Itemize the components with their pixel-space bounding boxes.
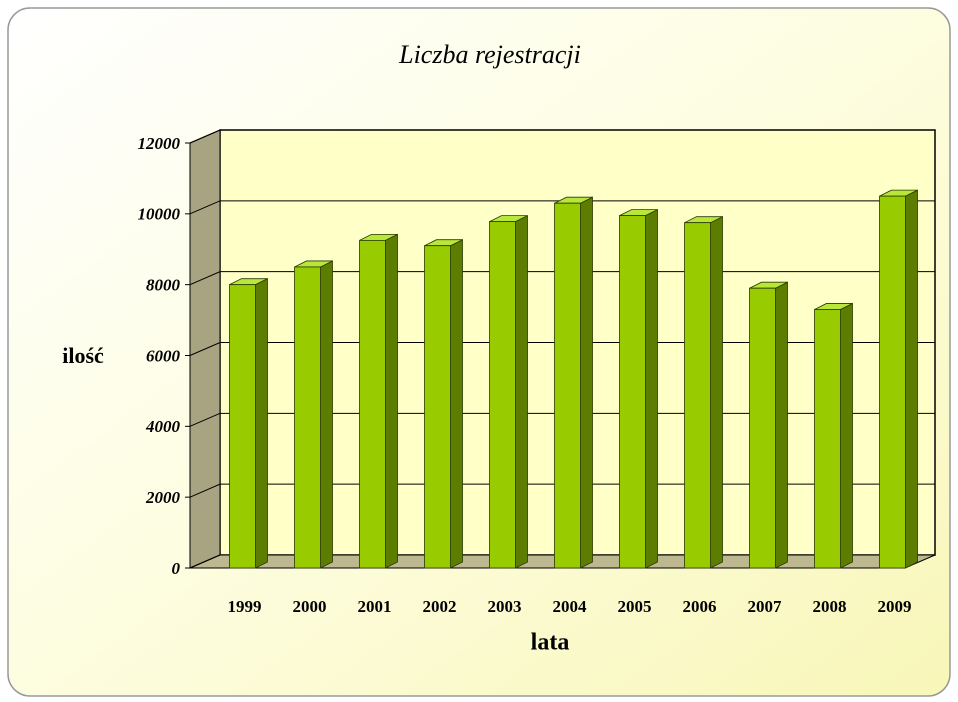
x-tick-label: 2004 xyxy=(553,597,588,616)
bar-side xyxy=(905,189,918,569)
bar-side xyxy=(255,278,268,569)
bar-side xyxy=(710,216,723,569)
grid-line xyxy=(189,200,935,215)
bar-side xyxy=(840,302,853,569)
x-tick-label: 2005 xyxy=(618,597,652,616)
y-tick-label: 4000 xyxy=(145,417,181,436)
bar-side xyxy=(580,196,593,569)
y-tick-label: 0 xyxy=(172,559,181,578)
bar xyxy=(684,222,711,569)
bar xyxy=(424,245,451,569)
x-tick-label: 2000 xyxy=(293,597,327,616)
y-tick-label: 8000 xyxy=(146,276,181,295)
bar xyxy=(749,287,776,569)
y-tick-label: 2000 xyxy=(145,488,181,507)
bar xyxy=(359,239,386,569)
x-tick-label: 2009 xyxy=(878,597,912,616)
bar-side xyxy=(645,208,658,569)
x-tick-label: 2002 xyxy=(423,597,457,616)
bar xyxy=(619,215,646,569)
y-axis-title: ilość xyxy=(62,343,104,368)
bar-side xyxy=(450,239,463,569)
bar-side xyxy=(385,233,398,569)
x-tick-label: 2008 xyxy=(813,597,847,616)
y-tick-label: 6000 xyxy=(146,346,181,365)
bar xyxy=(229,284,256,569)
bar xyxy=(814,309,841,569)
bar xyxy=(294,266,321,569)
x-tick-label: 2001 xyxy=(358,597,392,616)
bar xyxy=(879,195,906,569)
x-axis-title: lata xyxy=(531,630,570,656)
y-tick-label: 10000 xyxy=(138,205,181,224)
bar-side xyxy=(775,281,788,569)
y-tick-label: 12000 xyxy=(138,134,181,153)
bar xyxy=(489,221,516,569)
bar-side xyxy=(515,214,528,569)
x-tick-label: 2006 xyxy=(683,597,717,616)
chart-title: Liczba rejestracji xyxy=(398,40,581,69)
grid-line xyxy=(189,129,935,144)
bar-side xyxy=(320,260,333,569)
x-tick-label: 2003 xyxy=(488,597,522,616)
x-tick-label: 2007 xyxy=(748,597,783,616)
bar xyxy=(554,202,581,569)
x-tick-label: 1999 xyxy=(228,597,262,616)
